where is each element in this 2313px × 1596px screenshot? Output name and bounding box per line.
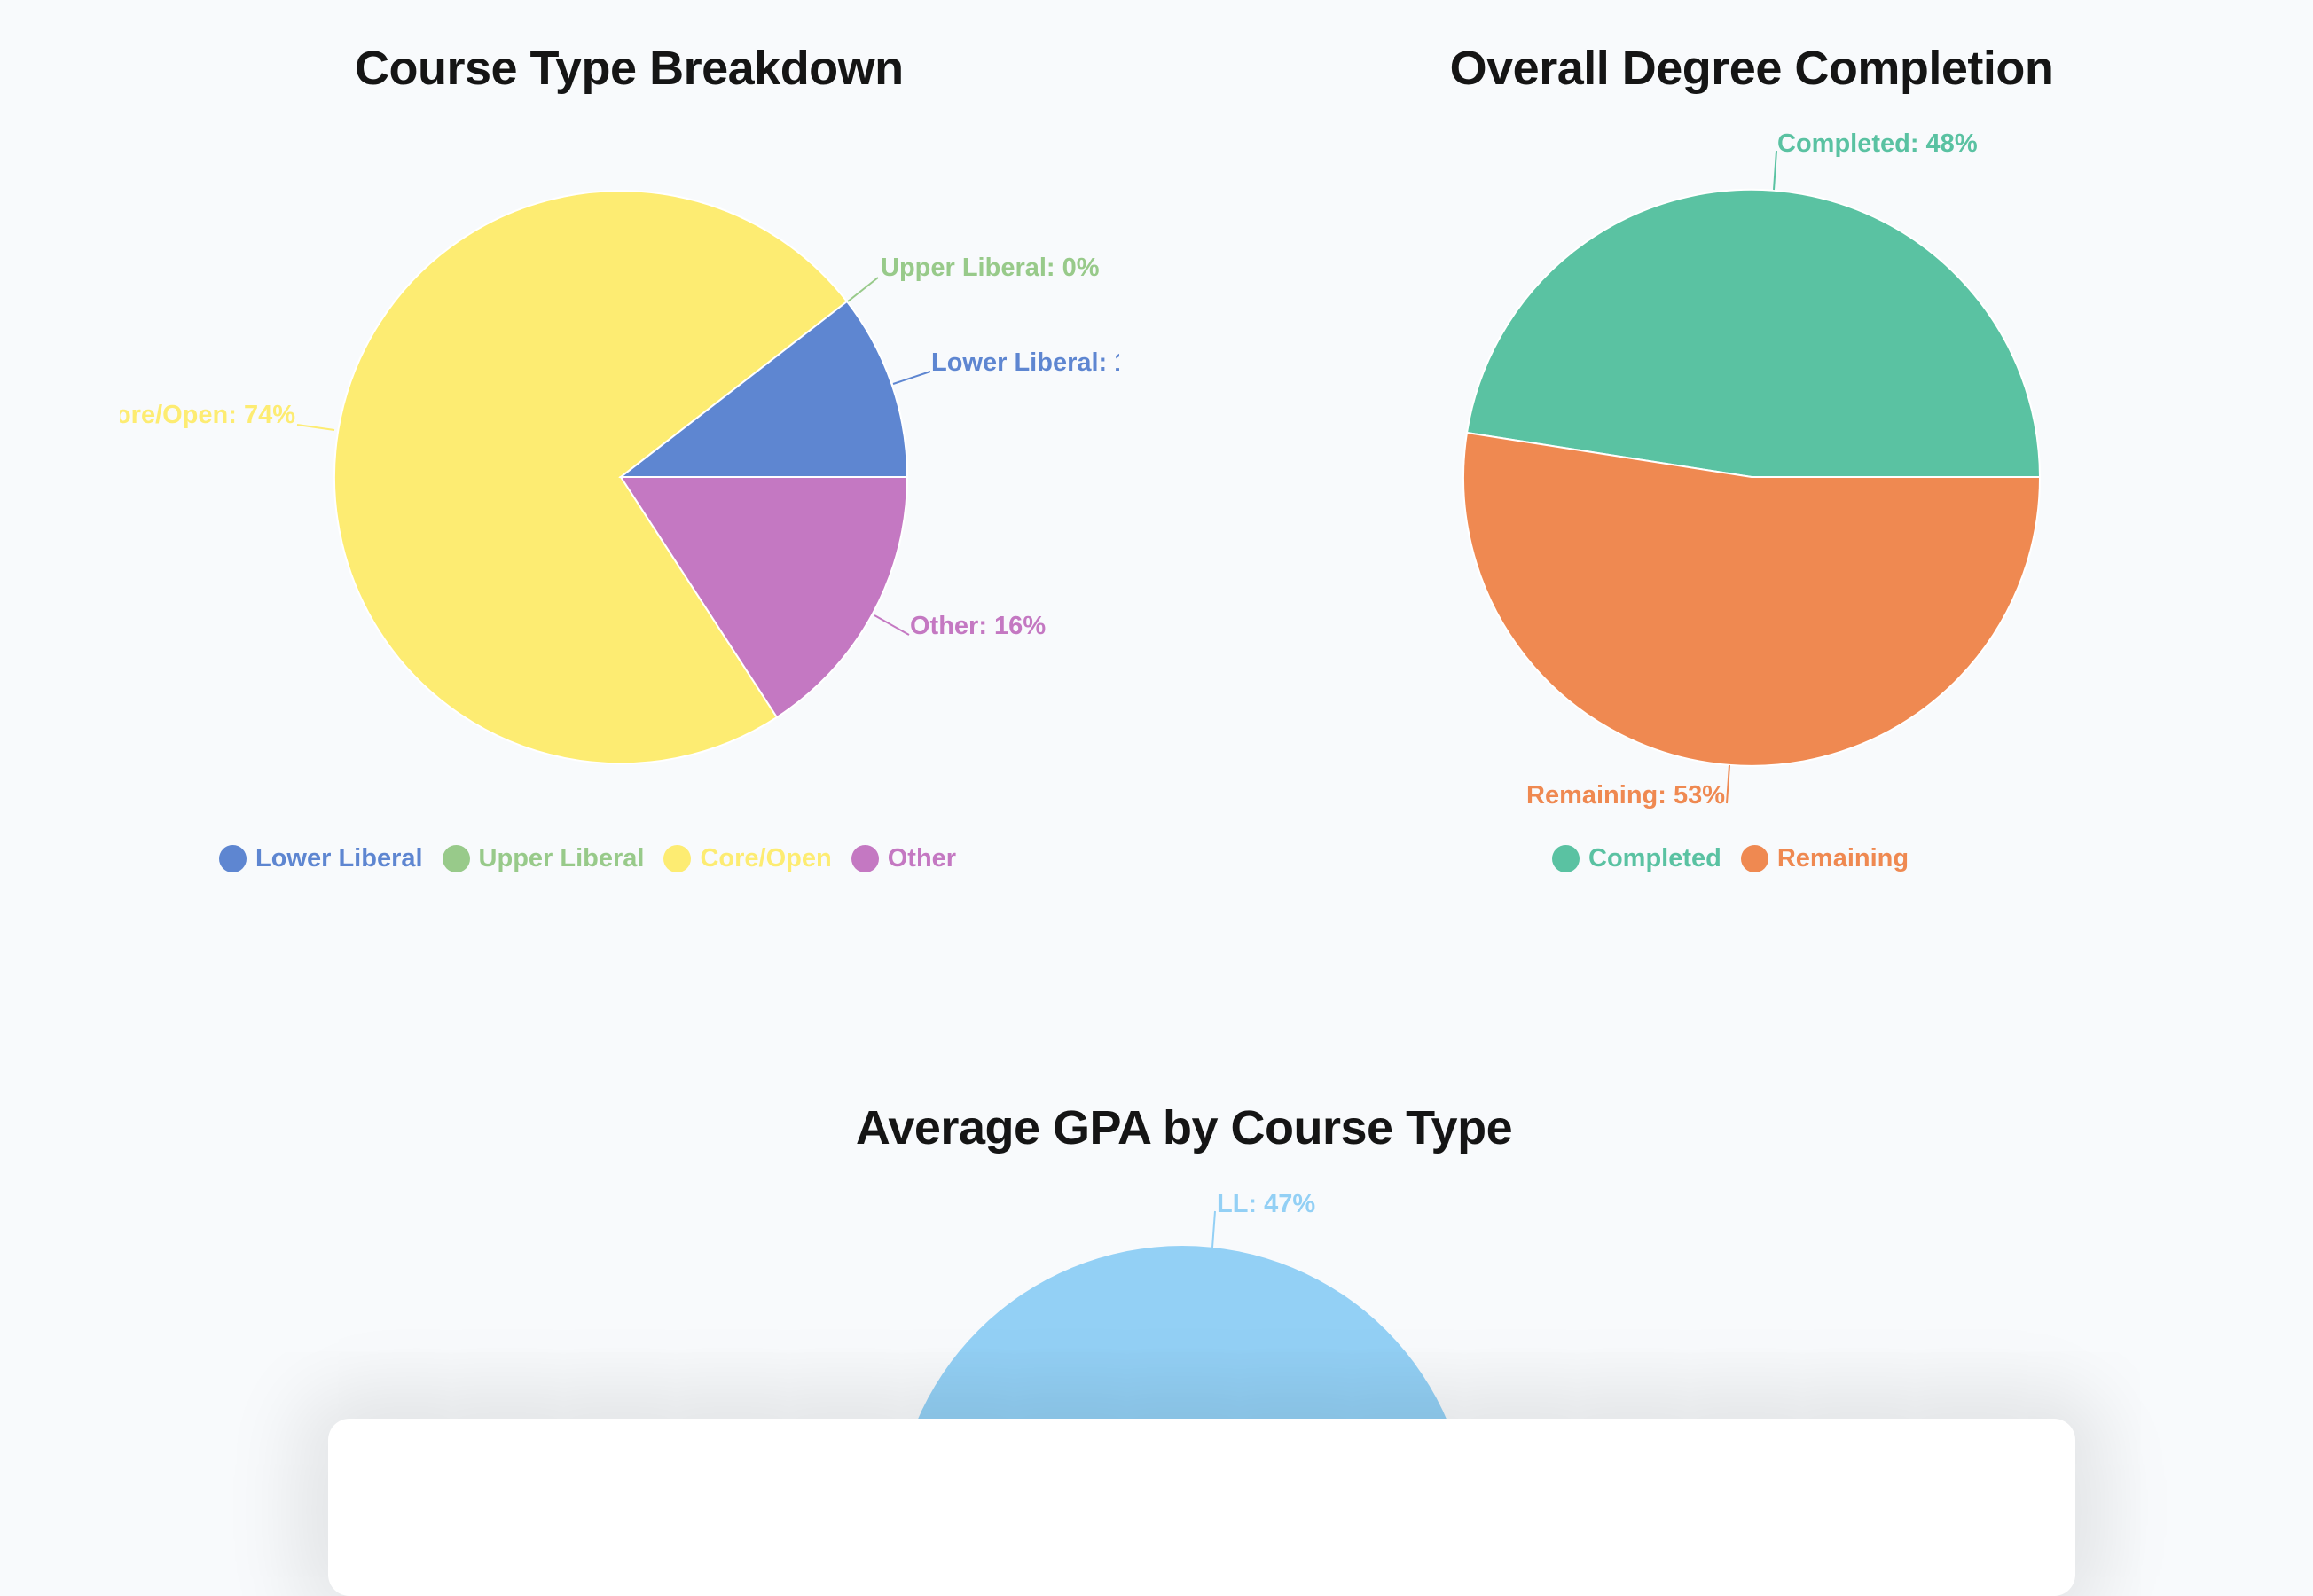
leader-line-ll [1211,1210,1216,1248]
legend-item-lower-liberal[interactable]: Lower Liberal [219,844,423,873]
degree-completion-pie: Completed: 48% Remaining: 53% [1462,129,2042,810]
avg-gpa-chart-title: Average GPA by Course Type [855,1101,1513,1154]
course-type-chart-area: Upper Liberal: 0% Lower Liberal: 10% Cor… [120,115,1119,825]
legend-dot-icon [663,845,692,872]
degree-completion-chart-title: Overall Degree Completion [1449,42,2054,95]
leader-line-upper-liberal [847,277,879,302]
legend-dot-icon [1552,845,1580,872]
legend-item-completed[interactable]: Completed [1552,844,1721,873]
label-remaining: Remaining: 53% [1526,781,1725,810]
course-type-pie: Upper Liberal: 0% Lower Liberal: 10% Cor… [120,190,1119,765]
slice-lower-liberal[interactable] [618,300,909,478]
legend-label: Core/Open [700,844,832,872]
legend-dot-icon [219,845,247,872]
legend-dot-icon [851,845,879,872]
legend-label: Upper Liberal [478,844,645,872]
slice-core-open[interactable] [333,190,849,765]
bottom-panel-shadow [328,1419,2075,1596]
slice-remaining[interactable] [1462,431,2042,767]
legend-item-core-open[interactable]: Core/Open [663,844,832,873]
degree-completion-legend: Completed Remaining [1552,844,1909,873]
legend-item-remaining[interactable]: Remaining [1740,844,1909,873]
legend-label: Completed [1588,844,1721,872]
legend-label: Remaining [1776,844,1909,872]
legend-label: Lower Liberal [255,844,423,872]
leader-line-completed [1773,150,1777,191]
label-upper-liberal: Upper Liberal: 0% [881,254,1100,282]
slice-completed[interactable] [1465,188,2042,478]
label-core-open: Core/Open: 74% [120,401,295,429]
legend-dot-icon [1740,845,1768,872]
legend-label: Other [887,844,957,872]
leader-line-other [874,614,910,636]
slice-other[interactable] [619,476,909,719]
course-type-chart-title: Course Type Breakdown [355,42,904,95]
legend-item-upper-liberal[interactable]: Upper Liberal [442,844,645,873]
leader-line-remaining [1726,764,1730,804]
label-ll: LL: 47% [1217,1190,1315,1218]
avg-gpa-pie: LL: 47% [894,1190,1470,1596]
legend-dot-icon [442,845,470,872]
label-completed: Completed: 48% [1777,129,1978,158]
leader-line-lower-liberal [892,371,931,385]
label-other: Other: 16% [910,612,1046,640]
course-type-legend: Lower Liberal Upper Liberal Core/Open Ot… [219,844,956,873]
leader-line-core-open [296,424,335,431]
legend-item-other[interactable]: Other [851,844,956,873]
label-lower-liberal: Lower Liberal: 10% [931,348,1119,377]
